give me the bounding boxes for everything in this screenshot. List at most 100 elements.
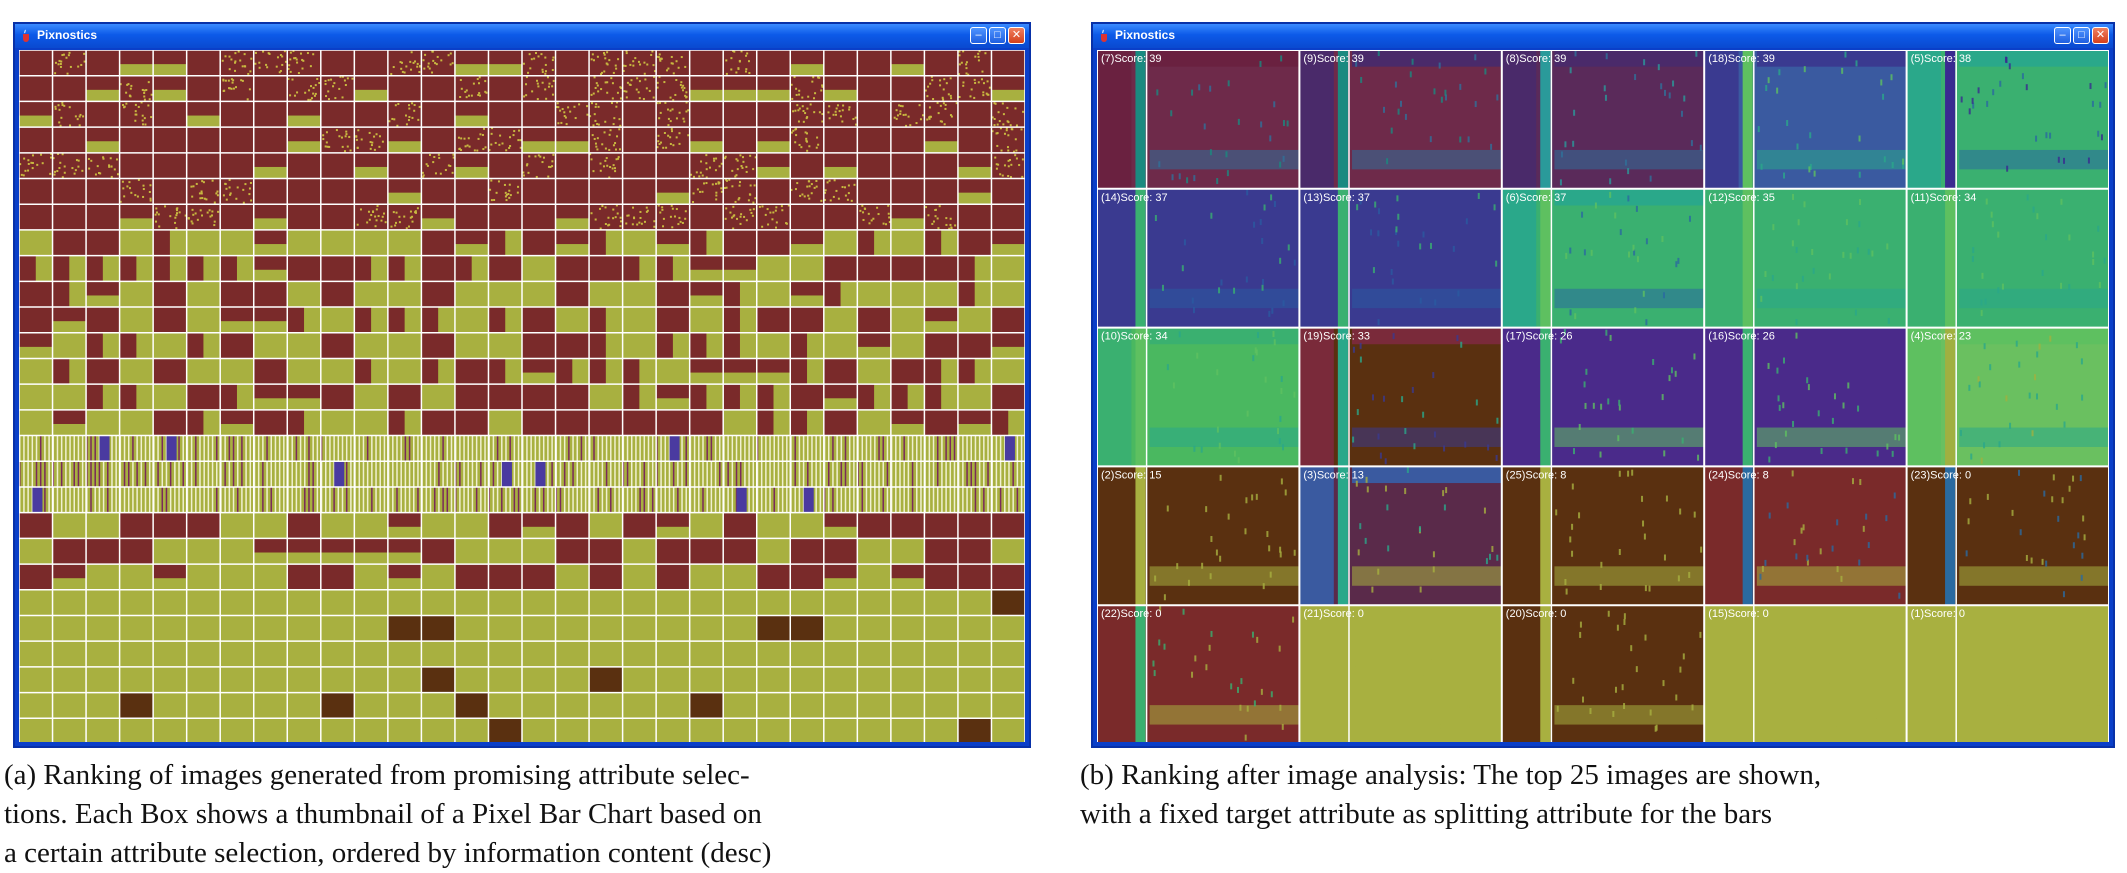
thumbnail[interactable] [86,178,120,205]
thumbnail[interactable] [19,512,53,539]
thumbnail[interactable] [957,50,992,76]
ranked-image[interactable]: (21)Score: 0 [1299,605,1502,742]
thumbnail[interactable] [19,307,53,333]
thumbnail[interactable] [454,75,489,102]
ranked-image[interactable]: (7)Score: 39 [1097,50,1300,189]
thumbnail[interactable] [790,229,824,256]
thumbnail[interactable] [555,435,590,462]
thumbnail[interactable] [823,409,858,436]
thumbnail[interactable] [220,332,254,359]
thumbnail[interactable] [287,204,321,230]
thumbnail[interactable] [287,127,321,153]
thumbnail[interactable] [253,255,288,282]
thumbnail[interactable] [622,384,640,410]
thumbnail[interactable] [421,75,455,102]
window-a-titlebar[interactable]: Pixnostics – □ ✕ [15,24,1029,48]
thumbnail[interactable] [857,229,875,256]
thumbnail[interactable] [253,75,288,102]
thumbnail[interactable] [924,358,942,385]
thumbnail[interactable] [186,152,221,179]
thumbnail[interactable] [421,281,455,308]
thumbnail[interactable] [589,358,606,385]
thumbnail[interactable] [790,75,824,102]
ranked-image[interactable]: (2)Score: 15 [1097,466,1300,606]
thumbnail[interactable] [52,127,87,153]
thumbnail[interactable] [287,101,321,128]
thumbnail[interactable] [454,255,472,282]
thumbnail[interactable] [790,281,824,308]
thumbnail[interactable] [689,281,724,308]
thumbnail[interactable] [320,204,355,230]
thumbnail[interactable] [790,538,824,565]
thumbnail[interactable] [555,101,590,128]
thumbnail[interactable] [689,461,724,487]
thumbnail[interactable] [387,615,422,642]
thumbnail[interactable] [991,178,1025,205]
thumbnail[interactable] [86,229,120,256]
thumbnail[interactable] [823,564,858,590]
thumbnail[interactable] [924,564,958,590]
thumbnail[interactable] [153,255,170,282]
thumbnail[interactable] [287,538,321,565]
thumbnail[interactable] [52,435,87,462]
thumbnail[interactable] [957,409,992,436]
thumbnail[interactable] [488,127,522,153]
thumbnail[interactable] [622,50,657,76]
thumbnail[interactable] [924,75,958,102]
thumbnail[interactable] [19,332,53,359]
thumbnail[interactable] [924,409,958,436]
thumbnail[interactable] [454,692,489,719]
thumbnail[interactable] [387,204,422,230]
thumbnail[interactable] [890,409,925,436]
thumbnail[interactable] [454,435,489,462]
thumbnail[interactable] [119,50,154,76]
thumbnail[interactable] [723,281,740,308]
thumbnail[interactable] [86,538,120,565]
thumbnail[interactable] [119,486,154,513]
thumbnail[interactable] [924,204,958,230]
thumbnail[interactable] [756,461,791,487]
thumbnail[interactable] [723,204,757,230]
thumbnail[interactable] [857,384,875,410]
thumbnail[interactable] [991,307,1025,333]
thumbnail[interactable] [119,435,154,462]
thumbnail[interactable] [354,307,372,333]
thumbnail[interactable] [488,384,522,410]
thumbnail[interactable] [991,461,1025,487]
thumbnail[interactable] [723,461,757,487]
thumbnail[interactable] [790,50,824,76]
thumbnail[interactable] [957,461,992,487]
thumbnail[interactable] [220,178,254,205]
thumbnail[interactable] [857,50,891,76]
thumbnail[interactable] [957,204,992,230]
thumbnail[interactable] [957,75,992,102]
thumbnail[interactable] [723,101,757,128]
thumbnail[interactable] [924,435,958,462]
thumbnail[interactable] [387,384,422,410]
thumbnail[interactable] [656,152,690,179]
thumbnail[interactable] [656,50,690,76]
thumbnail[interactable] [924,512,958,539]
thumbnail[interactable] [19,435,53,462]
thumbnail[interactable] [354,101,388,128]
ranked-image[interactable]: (14)Score: 37 [1097,188,1300,328]
thumbnail[interactable] [689,75,724,102]
thumbnail[interactable] [488,486,522,513]
thumbnail[interactable] [656,281,690,308]
window-b-titlebar[interactable]: Pixnostics – □ ✕ [1093,24,2113,48]
thumbnail[interactable] [153,50,187,76]
thumbnail[interactable] [153,127,187,153]
thumbnail[interactable] [421,666,455,693]
minimize-button[interactable]: – [970,27,987,44]
thumbnail[interactable] [387,538,422,565]
thumbnail[interactable] [522,204,556,230]
thumbnail[interactable] [589,409,623,436]
thumbnail[interactable] [220,384,237,410]
thumbnail[interactable] [957,332,992,359]
thumbnail[interactable] [354,178,388,205]
thumbnail[interactable] [790,307,824,333]
thumbnail[interactable] [756,204,791,230]
ranked-image[interactable]: (17)Score: 26 [1501,327,1705,467]
ranked-image[interactable]: (5)Score: 38 [1906,50,2109,189]
thumbnail[interactable] [723,486,757,513]
